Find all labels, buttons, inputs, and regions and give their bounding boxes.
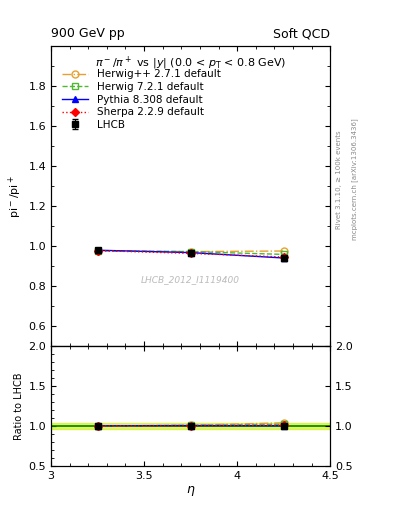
Sherpa 2.2.9 default <box>281 254 286 260</box>
Line: Herwig++ 2.7.1 default: Herwig++ 2.7.1 default <box>94 247 287 255</box>
Y-axis label: Ratio to LHCB: Ratio to LHCB <box>14 372 24 440</box>
Text: mcplots.cern.ch [arXiv:1306.3436]: mcplots.cern.ch [arXiv:1306.3436] <box>352 118 358 240</box>
Legend: Herwig++ 2.7.1 default, Herwig 7.2.1 default, Pythia 8.308 default, Sherpa 2.2.9: Herwig++ 2.7.1 default, Herwig 7.2.1 def… <box>59 66 224 133</box>
Y-axis label: pi$^-$/pi$^+$: pi$^-$/pi$^+$ <box>7 175 24 218</box>
Line: Pythia 8.308 default: Pythia 8.308 default <box>94 247 287 262</box>
Sherpa 2.2.9 default <box>188 250 193 257</box>
Herwig++ 2.7.1 default <box>281 248 286 254</box>
Text: Rivet 3.1.10, ≥ 100k events: Rivet 3.1.10, ≥ 100k events <box>336 130 342 228</box>
Line: Sherpa 2.2.9 default: Sherpa 2.2.9 default <box>95 248 286 260</box>
Pythia 8.308 default <box>281 255 286 261</box>
Herwig++ 2.7.1 default <box>95 248 100 254</box>
X-axis label: $\eta$: $\eta$ <box>186 483 195 498</box>
Herwig 7.2.1 default <box>281 251 286 258</box>
Herwig 7.2.1 default <box>95 248 100 254</box>
Herwig++ 2.7.1 default <box>188 248 193 254</box>
Pythia 8.308 default <box>188 249 193 255</box>
Bar <box>51 423 330 429</box>
Text: $\pi^-/\pi^+$ vs $|y|$ (0.0 < $p_\mathrm{T}$ < 0.8 GeV): $\pi^-/\pi^+$ vs $|y|$ (0.0 < $p_\mathrm… <box>95 55 286 72</box>
Herwig 7.2.1 default <box>188 248 193 254</box>
Text: 900 GeV pp: 900 GeV pp <box>51 27 125 40</box>
Pythia 8.308 default <box>95 247 100 253</box>
Text: Soft QCD: Soft QCD <box>273 27 330 40</box>
Text: LHCB_2012_I1119400: LHCB_2012_I1119400 <box>141 275 240 285</box>
Line: Herwig 7.2.1 default: Herwig 7.2.1 default <box>94 247 287 258</box>
Sherpa 2.2.9 default <box>95 247 100 253</box>
